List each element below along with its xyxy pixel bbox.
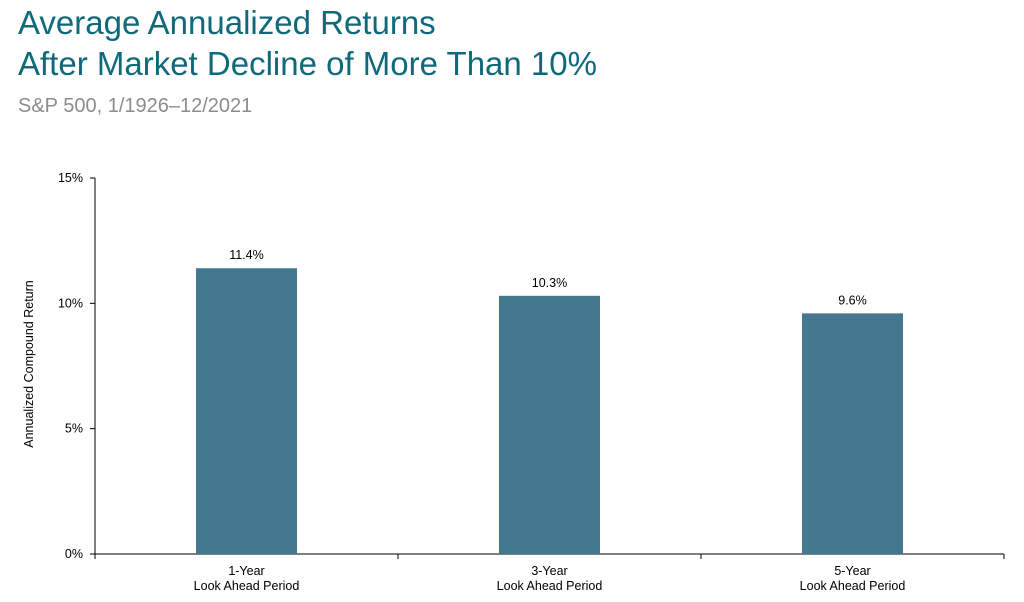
x-category-label: 3-Year Look Ahead Period [497,564,603,593]
bars [196,268,903,554]
bar-value-label: 9.6% [838,293,867,307]
bar [802,313,903,554]
x-category-label-line: Look Ahead Period [194,579,300,593]
y-axis-title: Annualized Compound Return [22,280,36,448]
y-tick-label: 15% [58,171,83,185]
chart-title-line-1: Average Annualized Returns [18,4,436,41]
bar-value-label: 11.4% [229,248,264,262]
x-category-label-line: 3-Year [531,564,567,578]
x-category-label-line: 5-Year [834,564,870,578]
x-category-label: 5-Year Look Ahead Period [800,564,906,593]
chart-title-line-2: After Market Decline of More Than 10% [18,45,597,82]
bar-value-label: 10.3% [532,276,567,290]
y-tick-label: 5% [65,422,83,436]
y-tick-label: 10% [58,296,83,310]
y-axis: 0% 5% 10% 15% [58,171,96,561]
y-tick-label: 0% [65,547,83,561]
value-labels: 11.4% 10.3% 9.6% [229,248,867,307]
chart-subtitle: S&P 500, 1/1926–12/2021 [18,95,253,117]
x-axis [94,553,1005,559]
x-category-label-line: Look Ahead Period [497,579,603,593]
x-category-label-line: Look Ahead Period [800,579,906,593]
chart-title: Average Annualized Returns After Market … [18,2,597,84]
bar [196,268,297,554]
x-category-label: 1-Year Look Ahead Period [194,564,300,593]
bar [499,295,600,554]
x-category-label-line: 1-Year [228,564,264,578]
